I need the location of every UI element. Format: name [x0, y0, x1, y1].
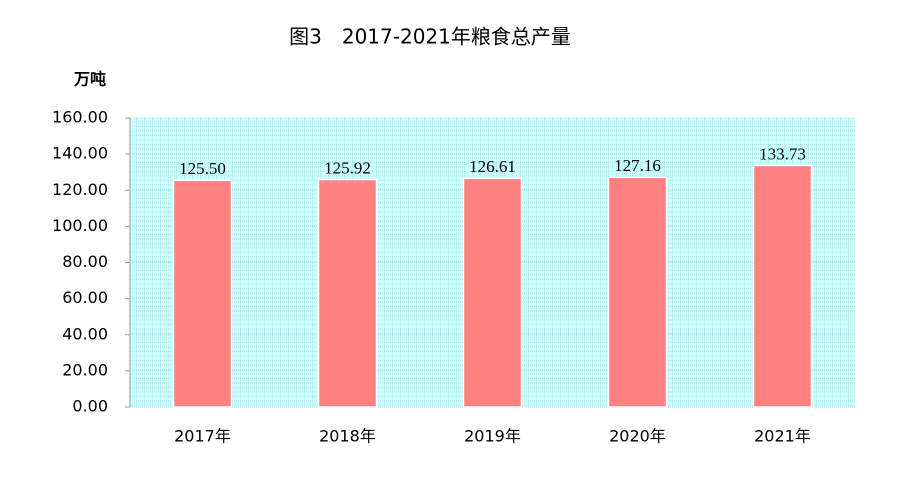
y-tick-label: 160.00 [52, 108, 108, 127]
x-tick-label: 2020年 [609, 427, 666, 446]
value-label: 133.73 [759, 144, 806, 163]
bar [172, 179, 233, 408]
value-label: 125.92 [324, 158, 371, 177]
value-label: 126.61 [469, 157, 516, 176]
bar [462, 177, 523, 408]
chart-title: 图3 2017-2021年粮食总产量 [289, 25, 571, 49]
x-tick-label: 2018年 [319, 427, 376, 446]
y-tick-label: 40.00 [62, 324, 108, 343]
y-tick-label: 140.00 [52, 144, 108, 163]
bar [607, 176, 668, 408]
y-tick-label: 0.00 [72, 397, 108, 416]
x-tick-label: 2017年 [174, 427, 231, 446]
bar [317, 178, 378, 408]
y-axis-label: 万吨 [73, 70, 106, 89]
y-tick-label: 20.00 [62, 360, 108, 379]
x-tick-label: 2021年 [754, 427, 811, 446]
x-tick-label: 2019年 [464, 427, 521, 446]
value-label: 125.50 [179, 159, 226, 178]
y-tick-label: 80.00 [62, 252, 108, 271]
y-tick-label: 100.00 [52, 216, 108, 235]
value-label: 127.16 [614, 156, 661, 175]
y-tick-label: 60.00 [62, 288, 108, 307]
bar [752, 164, 813, 408]
y-tick-label: 120.00 [52, 180, 108, 199]
